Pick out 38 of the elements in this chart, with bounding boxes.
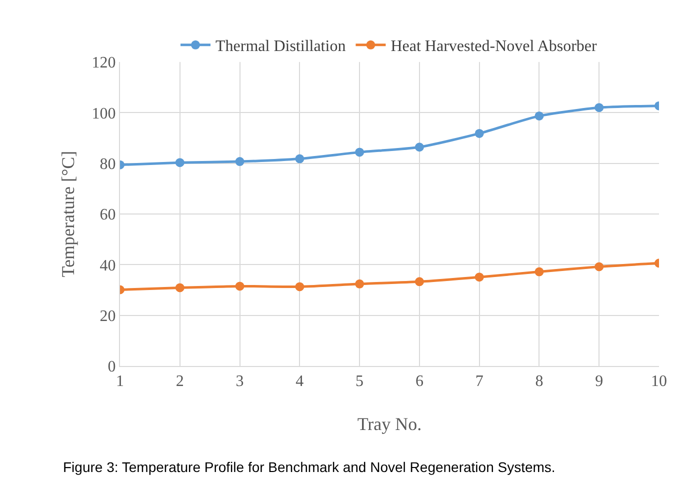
y-tick-label: 40 bbox=[100, 257, 116, 274]
y-tick-label: 60 bbox=[100, 206, 116, 224]
point bbox=[414, 277, 424, 286]
y-axis-title: Temperature [°C] bbox=[58, 150, 78, 278]
point bbox=[474, 272, 484, 282]
x-axis-title: Tray No. bbox=[357, 414, 422, 434]
x-tick-label: 10 bbox=[651, 373, 667, 390]
legend-label: Thermal Distillation bbox=[216, 38, 346, 56]
x-tick-label: 4 bbox=[296, 373, 304, 390]
x-tick-label: 3 bbox=[236, 373, 244, 390]
x-tick-label: 8 bbox=[535, 373, 544, 390]
x-tick-label: 9 bbox=[595, 373, 604, 390]
point bbox=[295, 154, 304, 164]
x-tick-label: 7 bbox=[475, 373, 484, 390]
y-tick-label: 20 bbox=[100, 308, 116, 325]
point bbox=[295, 282, 304, 292]
x-tick-label: 1 bbox=[116, 373, 124, 390]
x-tick-label: 2 bbox=[176, 373, 184, 390]
y-tick-label: 80 bbox=[100, 156, 116, 173]
point bbox=[534, 267, 544, 276]
point bbox=[235, 157, 244, 166]
point bbox=[175, 283, 184, 292]
x-tick-label: 6 bbox=[415, 373, 424, 390]
y-tick-label: 120 bbox=[92, 54, 116, 72]
caption: Figure 3: Temperature Profile for Benchmark and Novel Regeneration Systems. bbox=[63, 459, 556, 475]
point bbox=[594, 103, 604, 112]
x-tick-label: 5 bbox=[356, 373, 364, 390]
y-tick-label: 100 bbox=[92, 105, 116, 122]
point bbox=[474, 128, 484, 138]
point bbox=[594, 262, 604, 272]
point bbox=[355, 279, 364, 288]
y-tick-label: 0 bbox=[108, 358, 116, 376]
legend-label: Heat Harvested-Novel Absorber bbox=[390, 38, 598, 56]
point bbox=[534, 111, 544, 120]
point bbox=[235, 282, 244, 291]
point bbox=[414, 142, 424, 152]
point bbox=[355, 148, 364, 157]
point bbox=[175, 158, 184, 168]
